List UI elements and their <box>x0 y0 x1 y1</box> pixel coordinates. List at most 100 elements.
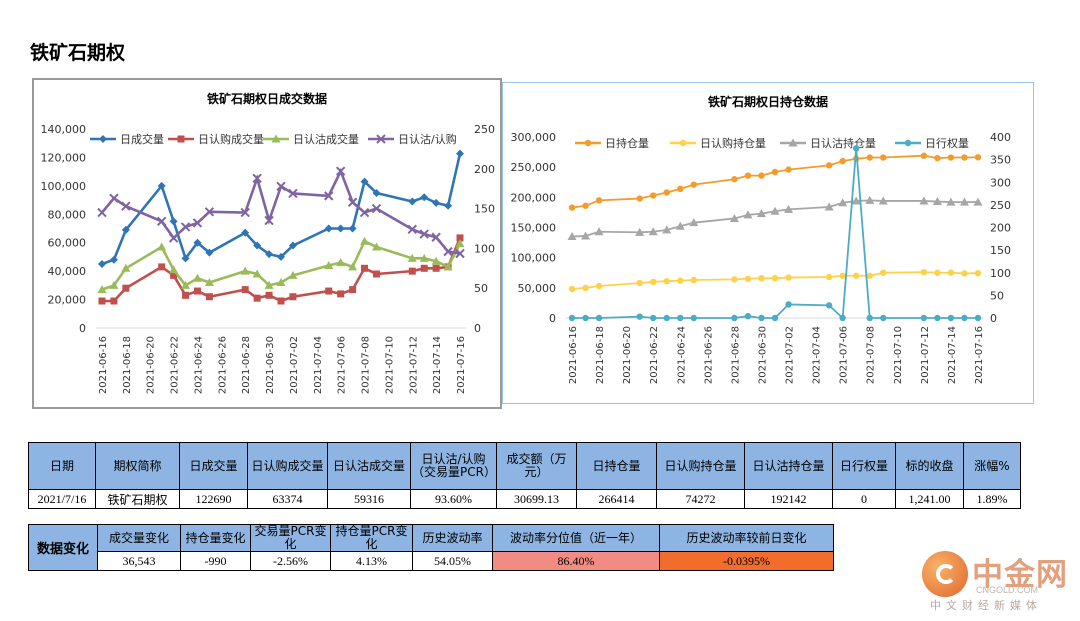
volume-chart: 铁矿石期权日成交数据 0 20,000 40,000 60,000 80,000 100,0… <box>41 91 496 394</box>
data-point <box>264 215 274 226</box>
data-point <box>252 173 262 184</box>
data-point <box>109 255 118 264</box>
data-point <box>204 207 215 217</box>
legend-item: 日认沽/认购 <box>368 132 457 146</box>
data-point <box>825 162 833 169</box>
data-point <box>180 222 191 232</box>
header-oi-pcr-change: 持仓量PCR变化 <box>330 524 413 552</box>
data-point <box>595 282 603 290</box>
data-point <box>785 301 792 308</box>
series-日成交量 <box>98 149 464 269</box>
data-point <box>181 280 191 289</box>
y-right-tick-label: 50 <box>474 282 488 295</box>
x-tick-label: 2021-06-18 <box>595 326 606 384</box>
data-point <box>582 314 589 322</box>
data-point <box>336 258 346 267</box>
data-point <box>359 207 370 218</box>
data-point <box>193 287 201 295</box>
logo-cn-text: 中金网 <box>972 557 1068 593</box>
data-point <box>961 154 968 161</box>
data-point <box>880 314 887 322</box>
x-tick-label: 2021-06-28 <box>241 336 252 394</box>
x-tick-label: 2021-07-16 <box>974 326 985 384</box>
data-point <box>959 197 969 206</box>
y-right-tick-label: 100 <box>474 242 495 255</box>
data-point <box>866 154 873 161</box>
header-vol-percentile: 波动率分位值（近一年） <box>492 524 660 552</box>
data-point <box>407 253 417 262</box>
header-oi-change: 持仓量变化 <box>180 524 251 552</box>
data-point <box>743 210 753 219</box>
data-point <box>349 286 357 294</box>
data-point <box>650 278 657 285</box>
data-point <box>865 195 875 204</box>
data-point <box>181 254 190 263</box>
data-point <box>771 314 779 322</box>
cell-exercise: 0 <box>832 489 896 509</box>
series-日认购持仓量 <box>568 268 982 293</box>
legend-marker <box>584 139 592 147</box>
data-point <box>443 246 453 257</box>
data-point <box>121 201 131 211</box>
page-title: 铁矿石期权 <box>30 42 126 64</box>
data-point <box>204 278 214 287</box>
legend-label: 日持仓量 <box>605 136 649 150</box>
y-left-tick-label: 250,000 <box>511 161 557 174</box>
data-point <box>677 277 684 284</box>
cell-vol-percentile: 86.40% <box>492 551 660 571</box>
x-tick-label: 2021-07-10 <box>893 326 904 384</box>
data-point <box>361 264 369 272</box>
data-point <box>636 313 643 320</box>
series-日认购成交量 <box>98 234 464 305</box>
data-point <box>288 270 298 279</box>
header-change-pct: 涨幅% <box>963 442 1021 490</box>
data-point <box>157 242 167 251</box>
legend-marker <box>271 134 281 143</box>
legend-label: 日行权量 <box>925 137 969 150</box>
header-call-volume: 日认购成交量 <box>247 442 328 490</box>
y-right-tick-label: 0 <box>990 312 997 325</box>
data-point <box>336 224 345 233</box>
data-point <box>456 149 464 158</box>
data-point <box>253 294 261 302</box>
data-point <box>182 291 190 299</box>
y-right-tick-label: 400 <box>990 131 1011 144</box>
data-point <box>920 268 928 276</box>
legend-item: 日认沽成交量 <box>263 132 359 146</box>
y-right-tick-label: 0 <box>474 322 481 335</box>
cell-option-name: 铁矿石期权 <box>95 489 180 509</box>
data-point <box>758 274 765 282</box>
cell-open-interest: 266414 <box>576 489 657 509</box>
y-left-tick-label: 300,000 <box>511 131 557 144</box>
legend-item: 日持仓量 <box>575 136 649 150</box>
data-point <box>934 314 941 322</box>
x-tick-label: 2021-06-20 <box>622 326 633 384</box>
header-option-name: 期权简称 <box>95 442 180 490</box>
legend-item: 日行权量 <box>895 137 969 150</box>
data-point <box>169 217 178 226</box>
legend-item: 日认购持仓量 <box>670 136 766 150</box>
header-hist-vol-change: 历史波动率较前日变化 <box>659 524 834 552</box>
data-point <box>408 197 417 206</box>
data-point <box>919 196 929 205</box>
data-point <box>729 213 739 222</box>
cell-hist-vol: 54.05% <box>412 551 493 571</box>
series-日认沽成交量 <box>97 236 465 294</box>
header-open-interest: 日持仓量 <box>576 442 657 490</box>
data-point <box>264 280 274 289</box>
data-point <box>974 269 982 277</box>
data-point <box>582 202 589 209</box>
x-tick-label: 2021-06-22 <box>170 336 181 394</box>
data-point <box>265 250 274 259</box>
x-tick-label: 2021-07-12 <box>920 326 931 384</box>
data-point <box>348 262 358 271</box>
cngold-logo-icon <box>922 551 968 597</box>
data-point <box>756 209 766 218</box>
data-point <box>635 227 645 236</box>
data-point <box>568 204 576 211</box>
header-call-oi: 日认购持仓量 <box>656 442 745 490</box>
data-point <box>690 314 697 322</box>
y-right-tick-label: 300 <box>990 176 1011 189</box>
data-point <box>193 238 202 247</box>
legend-label: 日成交量 <box>120 132 164 146</box>
